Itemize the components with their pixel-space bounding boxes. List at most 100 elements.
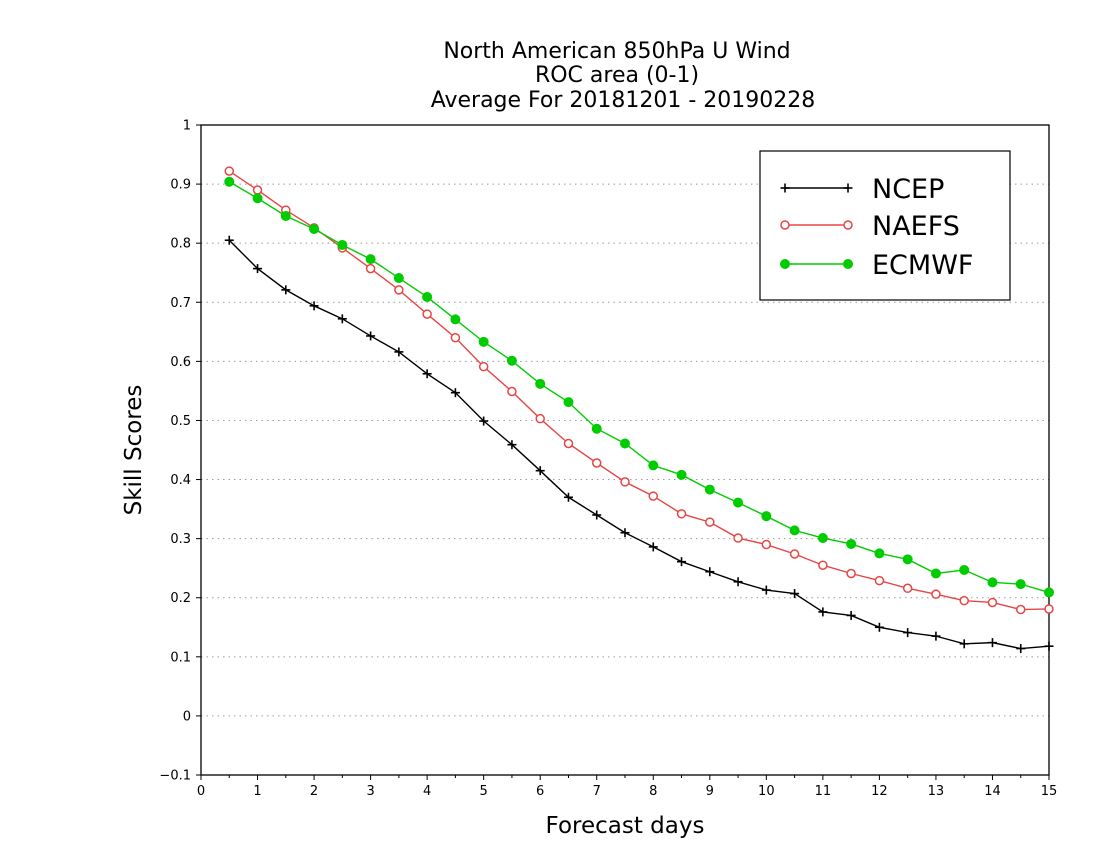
data-point-ecmwf xyxy=(676,469,687,480)
x-tick-label: 12 xyxy=(871,784,888,799)
x-tick-label: 1 xyxy=(253,784,261,799)
data-point-naefs xyxy=(620,477,630,487)
data-point-ecmwf xyxy=(1015,579,1026,590)
data-point-ncep xyxy=(677,557,687,567)
data-point-ecmwf xyxy=(422,291,433,302)
y-tick-label: 0.3 xyxy=(170,532,191,547)
y-tick-label: 0.7 xyxy=(170,296,191,311)
data-point-naefs xyxy=(563,438,574,449)
legend-label-ncep: NCEP xyxy=(872,174,944,205)
series-line-ecmwf xyxy=(228,181,1050,594)
x-tick-label: 14 xyxy=(984,784,1001,799)
x-tick-label: 4 xyxy=(423,784,431,799)
y-tick-label: 0.5 xyxy=(170,414,191,429)
series-line-ncep xyxy=(228,239,1050,650)
legend-marker xyxy=(780,220,790,230)
series-ncep xyxy=(224,235,1054,654)
data-point-naefs xyxy=(931,589,941,599)
data-point-ncep xyxy=(337,314,347,324)
x-tick-label: 2 xyxy=(310,784,318,799)
x-tick-label: 6 xyxy=(536,784,544,799)
data-point-ncep xyxy=(761,585,771,595)
y-tick-label: 0 xyxy=(183,709,191,724)
data-point-ecmwf xyxy=(450,314,461,325)
data-point-ncep xyxy=(705,567,715,577)
data-point-ecmwf xyxy=(337,239,348,250)
chart-title-line-2: ROC area (0-1) xyxy=(535,63,699,88)
data-point-ncep xyxy=(874,622,884,632)
data-point-ncep xyxy=(903,628,913,638)
data-point-ncep xyxy=(733,577,743,587)
data-point-ncep xyxy=(366,331,376,341)
data-point-ncep xyxy=(1044,641,1054,651)
data-point-ecmwf xyxy=(817,533,828,544)
data-point-naefs xyxy=(874,575,885,586)
data-point-ecmwf xyxy=(930,568,941,579)
data-point-ncep xyxy=(931,631,941,641)
data-point-naefs xyxy=(761,539,772,550)
data-point-naefs xyxy=(733,533,743,543)
data-point-naefs xyxy=(224,166,235,176)
x-tick-label: 7 xyxy=(593,784,601,799)
data-point-ncep xyxy=(394,347,404,357)
y-tick-label: −0.1 xyxy=(159,769,191,784)
data-point-naefs xyxy=(394,285,404,295)
x-tick-label: 11 xyxy=(815,784,832,799)
legend-marker xyxy=(843,259,853,269)
data-point-ecmwf xyxy=(280,211,291,221)
legend-marker xyxy=(780,259,790,269)
x-tick-label: 13 xyxy=(928,784,945,799)
data-point-ecmwf xyxy=(393,273,404,284)
data-point-naefs xyxy=(959,595,969,606)
data-point-naefs xyxy=(1044,604,1054,614)
data-point-ncep xyxy=(959,639,969,649)
data-point-ncep xyxy=(1016,644,1026,654)
data-point-ecmwf xyxy=(846,538,857,549)
y-tick-label: 0.6 xyxy=(170,355,191,370)
data-point-ncep xyxy=(818,607,828,617)
data-point-naefs xyxy=(987,597,998,608)
legend-label-ecmwf: ECMWF xyxy=(872,250,973,281)
data-point-ncep xyxy=(592,510,602,520)
series-ecmwf xyxy=(224,176,1054,598)
x-tick-label: 9 xyxy=(706,784,714,799)
y-axis: −0.1 0 0.1 0.2 0.3 0.4 0.5 0.6 0.7 0.8 0.9 1 xyxy=(159,119,201,784)
data-point-naefs xyxy=(252,185,263,195)
data-point-naefs xyxy=(705,517,715,527)
x-tick-label: 0 xyxy=(197,784,205,799)
data-point-ecmwf xyxy=(535,378,546,389)
x-tick-label: 3 xyxy=(366,784,374,799)
y-tick-label: 0.8 xyxy=(170,237,191,252)
data-point-ecmwf xyxy=(591,423,602,434)
data-point-naefs xyxy=(789,549,800,559)
legend-marker xyxy=(780,183,790,193)
chart-title-line-1: North American 850hPa U Wind xyxy=(443,39,790,64)
x-axis: 0 1 2 3 4 5 6 7 8 9 10 11 12 13 14 15 xyxy=(197,775,1057,799)
data-point-naefs xyxy=(902,583,913,594)
data-point-naefs xyxy=(591,458,602,468)
data-point-ncep xyxy=(563,492,573,502)
data-point-naefs xyxy=(676,509,687,519)
data-point-ecmwf xyxy=(506,355,517,366)
data-point-ncep xyxy=(253,264,263,274)
data-point-naefs xyxy=(507,386,517,397)
data-point-ecmwf xyxy=(959,564,970,575)
data-point-ecmwf xyxy=(648,460,659,471)
data-point-ecmwf xyxy=(1044,587,1054,598)
series-line-naefs xyxy=(228,170,1050,611)
legend-label-naefs: NAEFS xyxy=(872,211,960,242)
data-point-ecmwf xyxy=(704,484,715,495)
data-point-naefs xyxy=(818,560,828,570)
x-tick-label: 10 xyxy=(758,784,775,799)
data-point-naefs xyxy=(535,413,545,424)
y-axis-label: Skill Scores xyxy=(121,385,147,516)
data-point-ncep xyxy=(224,235,234,245)
data-point-ecmwf xyxy=(789,525,800,536)
series xyxy=(224,166,1054,654)
data-point-ncep xyxy=(309,301,319,311)
data-point-naefs xyxy=(1015,604,1026,615)
data-point-ecmwf xyxy=(874,548,885,559)
data-point-ecmwf xyxy=(987,577,998,588)
data-point-ncep xyxy=(987,638,997,648)
